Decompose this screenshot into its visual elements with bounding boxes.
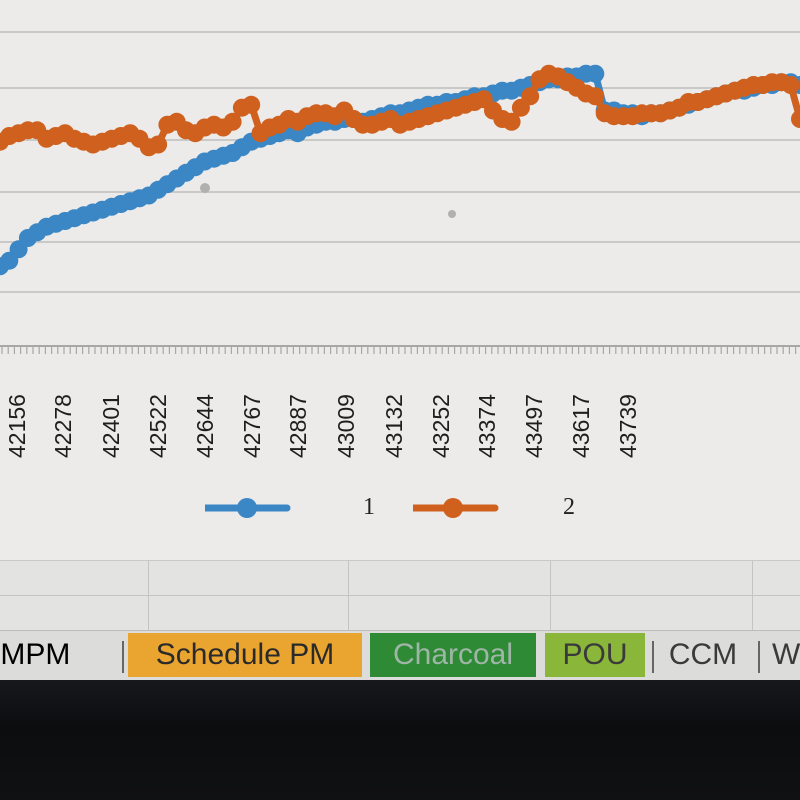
- x-tick-label-text: 43617: [568, 394, 594, 458]
- x-tick-label-text: 43009: [333, 394, 359, 458]
- sheet-tab-ccm[interactable]: CCM: [668, 638, 738, 671]
- sheet-tab-bar: I-MPM Schedule PM Charcoal POU CCM W: [0, 630, 800, 681]
- x-tick-label-text: 42278: [50, 394, 76, 458]
- chart-area: 42156 42278 42401 42522 42644 42767 42887 43009…: [0, 31, 800, 528]
- series-2-point: [223, 112, 242, 131]
- x-tick-label-text: 42644: [192, 394, 218, 458]
- stray-dot: [200, 183, 210, 193]
- series-2-point: [521, 87, 540, 106]
- legend-marker-orange: [409, 498, 499, 518]
- sheet-tab-pou[interactable]: POU: [545, 633, 645, 677]
- x-tick-label-text: 43252: [428, 394, 454, 458]
- x-tick-label-text: 42522: [145, 394, 171, 458]
- sheet-tab-schedule-pm[interactable]: Schedule PM: [128, 633, 362, 677]
- legend-label: 2: [563, 494, 575, 520]
- legend-marker-blue: [201, 498, 291, 518]
- series-2-point: [502, 112, 521, 131]
- x-tick-label-text: 43374: [474, 394, 500, 458]
- legend-item-series-1: 1: [201, 492, 375, 528]
- line-chart: [0, 31, 800, 354]
- series-2-point: [586, 87, 605, 106]
- series-1-point: [586, 64, 605, 83]
- chart-legend: 1 2: [201, 492, 625, 528]
- monitor-bezel: [0, 680, 800, 800]
- series-2-point: [242, 95, 261, 114]
- x-tick-label-text: 43497: [521, 394, 547, 458]
- spreadsheet-grid: [0, 560, 800, 631]
- x-tick-label-text: 42401: [98, 394, 124, 458]
- legend-label: 1: [363, 494, 375, 520]
- x-tick-label-text: 43739: [615, 394, 641, 458]
- series-2-point: [791, 110, 800, 128]
- stray-dot: [448, 210, 456, 218]
- sheet-tab-i-mpm[interactable]: I-MPM: [0, 638, 71, 671]
- legend-item-series-2: 2: [409, 492, 575, 528]
- x-tick-label-text: 42156: [4, 394, 30, 458]
- sheet-tab-w[interactable]: W: [772, 638, 800, 671]
- x-tick-label-text: 42887: [285, 394, 311, 458]
- sheet-tab-charcoal[interactable]: Charcoal: [370, 633, 536, 677]
- series-2-point: [149, 135, 168, 154]
- series-2-point: [781, 76, 800, 94]
- x-tick-label-text: 43132: [381, 394, 407, 458]
- x-tick-label-text: 42767: [239, 394, 265, 458]
